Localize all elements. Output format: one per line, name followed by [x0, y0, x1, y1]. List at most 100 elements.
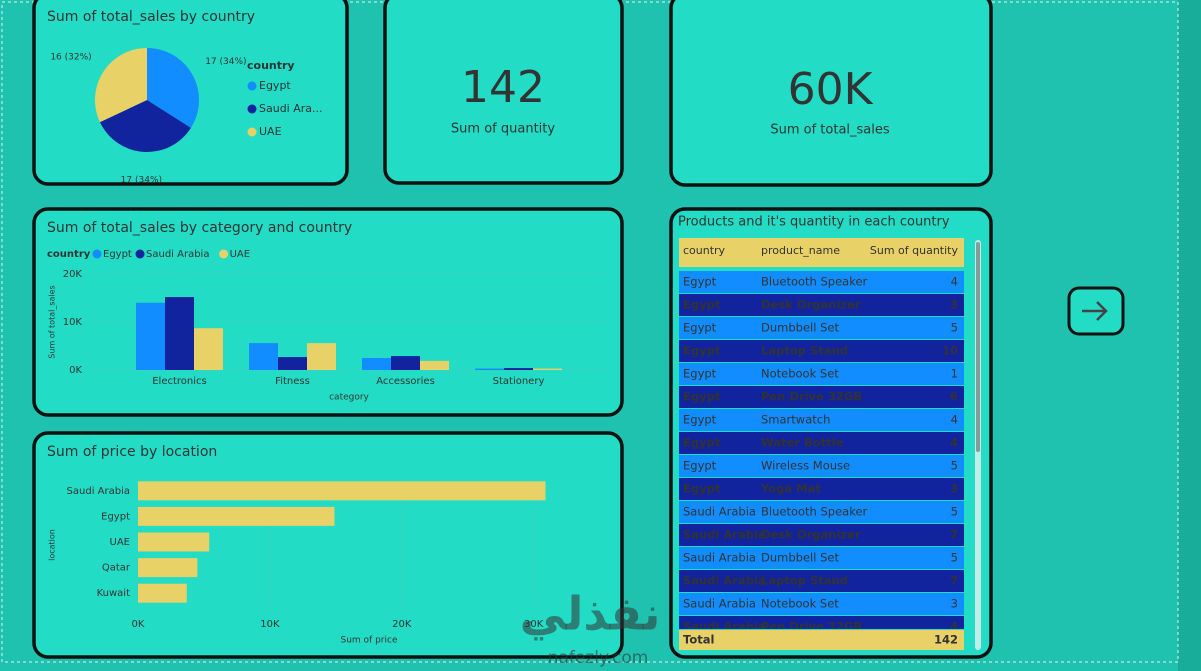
legend-label: UAE	[259, 125, 282, 138]
legend-label: UAE	[230, 249, 250, 260]
legend-title: country	[247, 59, 295, 72]
table-cell: Egypt	[683, 275, 717, 289]
table-cell: Saudi Arabia	[683, 620, 766, 634]
arrow-icon	[1082, 301, 1108, 321]
table-cell: Saudi Arabia	[683, 505, 756, 519]
table-cell: Desk Organizer	[761, 298, 861, 312]
table-cell: 3	[951, 597, 958, 611]
bar	[307, 343, 336, 370]
table-cell: 3	[950, 298, 958, 312]
table-cell: Egypt	[683, 321, 717, 335]
table-header	[679, 238, 964, 267]
table-cell: 4	[950, 620, 958, 634]
legend-marker	[247, 127, 257, 137]
bar	[504, 368, 533, 370]
bar	[138, 481, 546, 501]
total-label: Total	[683, 633, 714, 647]
kpi-label: Sum of quantity	[451, 122, 555, 137]
table-cell: Bluetooth Speaker	[761, 505, 868, 519]
column-header: Sum of quantity	[870, 244, 959, 257]
table-row	[679, 547, 964, 569]
card-panel	[383, 0, 624, 185]
table-row	[679, 271, 964, 293]
bar	[391, 356, 420, 370]
y-tick-label: 10K	[63, 317, 83, 328]
bar	[533, 368, 562, 370]
y-axis-label: Sum of total_sales	[48, 285, 57, 358]
pie-slice	[147, 48, 200, 128]
table-cell: Egypt	[683, 298, 721, 312]
x-axis-label: Sum of price	[341, 636, 398, 646]
table-total-row	[679, 630, 964, 650]
y-tick-label: Saudi Arabia	[67, 486, 130, 497]
y-axis-label: location	[48, 529, 57, 561]
side-strip	[1178, 0, 1201, 671]
bar	[475, 368, 504, 370]
table-cell: Egypt	[683, 436, 721, 450]
x-tick-label: Accessories	[376, 376, 435, 387]
table-row	[679, 455, 964, 477]
table-row	[679, 432, 964, 454]
table-cell: Saudi Arabia	[683, 551, 756, 565]
table-cell: Pen Drive 32GB	[761, 620, 862, 634]
legend-label: Saudi Arabia	[146, 249, 209, 260]
data-label: 16 (32%)	[50, 53, 91, 63]
table-cell: Egypt	[683, 482, 721, 496]
table-cell: Laptop Stand	[761, 344, 848, 358]
table-cell: Notebook Set	[761, 367, 839, 381]
y-tick-label: 20K	[63, 269, 83, 280]
bar	[362, 358, 391, 370]
bar	[138, 558, 198, 578]
table-row	[679, 570, 964, 592]
x-tick-label: 30K	[524, 619, 544, 630]
table-row	[679, 294, 964, 316]
table-cell: Saudi Arabia	[683, 597, 756, 611]
table-row	[679, 593, 964, 615]
scroll-thumb	[976, 242, 980, 452]
x-tick-label: 20K	[392, 619, 412, 630]
table-cell: Bluetooth Speaker	[761, 275, 868, 289]
data-label: 17 (34%)	[121, 175, 162, 185]
table-cell: 6	[950, 390, 958, 404]
kpi-value: 60K	[788, 64, 874, 115]
y-tick-label: Kuwait	[97, 588, 130, 599]
y-tick-label: 0K	[69, 365, 82, 376]
total-value: 142	[934, 633, 958, 647]
watermark: nafezly.com	[548, 648, 649, 668]
table-cell: 5	[951, 321, 958, 335]
chart-title: Sum of price by location	[47, 444, 217, 460]
y-tick-label: Qatar	[102, 563, 131, 574]
x-tick-label: Fitness	[275, 376, 310, 387]
content: Sum of total_sales by country 17 (34%) 17 …	[47, 9, 964, 668]
legend-label: Egypt	[103, 249, 132, 260]
table-cell: 5	[951, 459, 958, 473]
column-header: country	[683, 244, 726, 257]
table-cell: Notebook Set	[761, 597, 839, 611]
x-tick-label: Stationery	[493, 376, 545, 387]
table-body: Egypt Bluetooth Speaker 4 Egypt Desk Organiz…	[679, 271, 964, 634]
table-cell: Saudi Arabia	[683, 528, 766, 542]
table-cell: 4	[950, 436, 958, 450]
table-row	[679, 340, 964, 362]
table-cell: 10	[942, 344, 958, 358]
legend-marker	[247, 104, 257, 114]
table-cell: Saudi Arabia	[683, 574, 766, 588]
table-cell: 5	[951, 551, 958, 565]
table-cell: Egypt	[683, 344, 721, 358]
table-cell: 4	[951, 275, 958, 289]
table-cell: Egypt	[683, 367, 717, 381]
table-row	[679, 317, 964, 339]
legend-label: Saudi Ara...	[259, 102, 323, 115]
kpi-value: 142	[461, 62, 545, 113]
table-cell: 7	[950, 528, 958, 542]
pie-slice	[94, 48, 147, 123]
table-row	[679, 524, 964, 546]
bar	[136, 302, 165, 370]
bar	[138, 506, 335, 526]
table-cell: Wireless Mouse	[761, 459, 850, 473]
bar	[278, 357, 307, 370]
column-header: product_name	[761, 244, 840, 257]
table-cell: Pen Drive 32GB	[761, 390, 862, 404]
table-row	[679, 478, 964, 500]
legend-marker	[219, 249, 229, 259]
